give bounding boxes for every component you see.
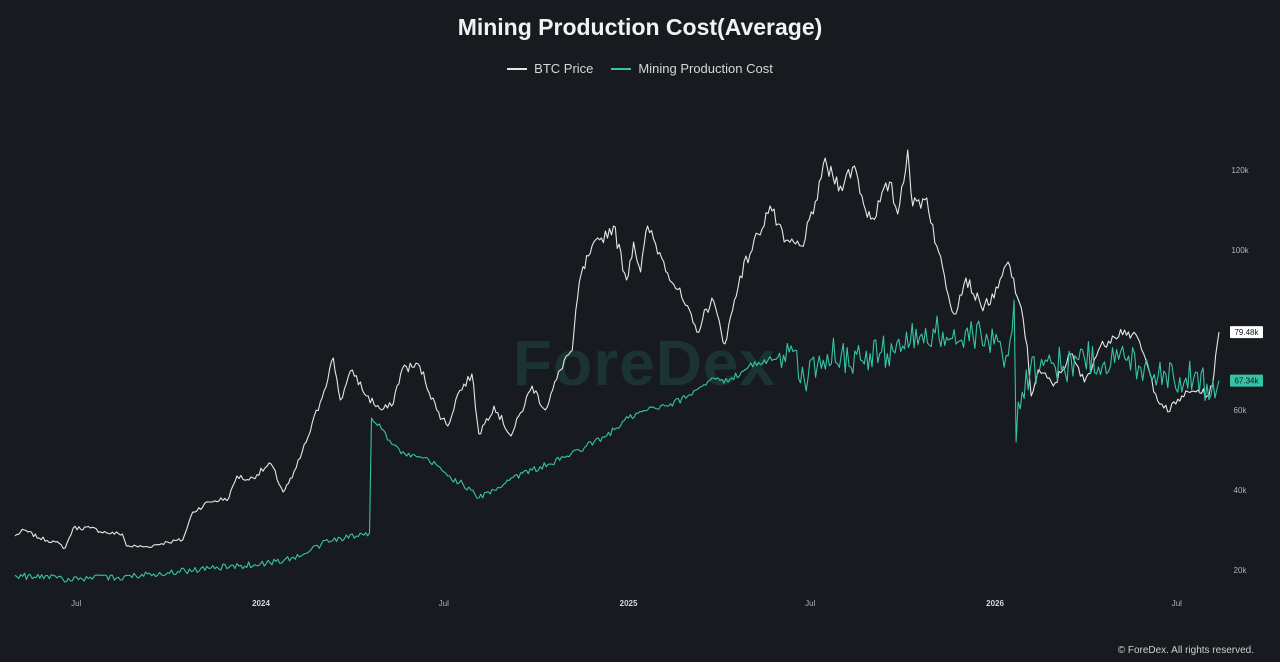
- last-value-labels: 79.48k 67.34k: [1230, 326, 1263, 387]
- copyright-notice: © ForeDex. All rights reserved.: [1117, 645, 1254, 656]
- legend-label-btc-price: BTC Price: [534, 61, 594, 76]
- watermark-logo: ForeDex: [513, 327, 777, 399]
- y-tick-label: 120k: [1231, 166, 1249, 175]
- legend: BTC Price Mining Production Cost: [0, 61, 1280, 76]
- y-tick-label: 100k: [1231, 246, 1249, 255]
- legend-item-btc-price[interactable]: BTC Price: [507, 61, 593, 76]
- mining-cost-last-value-box: [1230, 374, 1263, 387]
- mining-cost-last-value: 67.34k: [1234, 377, 1259, 386]
- btc-price-last-value-box: [1230, 326, 1263, 339]
- legend-swatch-mining-cost: [611, 67, 632, 70]
- btc-price-line[interactable]: [14, 149, 1220, 549]
- y-tick-label: 40k: [1234, 486, 1248, 495]
- x-tick-label: 2026: [986, 599, 1004, 608]
- y-axis: 20k 40k 60k 100k 120k: [1231, 166, 1249, 575]
- btc-price-last-value: 79.48k: [1234, 328, 1259, 337]
- x-tick-label: 2024: [252, 599, 270, 608]
- x-tick-label: Jul: [71, 599, 81, 608]
- x-tick-label: Jul: [805, 599, 815, 608]
- series-layer: [14, 149, 1220, 583]
- chart-title: Mining Production Cost(Average): [457, 14, 823, 40]
- x-tick-label: Jul: [1172, 599, 1182, 608]
- legend-item-mining-cost[interactable]: Mining Production Cost: [611, 61, 773, 76]
- x-axis: Jul 2024 Jul 2025 Jul 2026 Jul: [71, 599, 1182, 608]
- legend-label-mining-cost: Mining Production Cost: [638, 61, 773, 76]
- x-tick-label: 2025: [620, 599, 638, 608]
- legend-swatch-btc-price: [507, 67, 528, 70]
- x-tick-label: Jul: [439, 599, 449, 608]
- mining-cost-line[interactable]: [14, 299, 1220, 583]
- y-tick-label: 60k: [1234, 406, 1248, 415]
- y-tick-label: 20k: [1234, 566, 1248, 575]
